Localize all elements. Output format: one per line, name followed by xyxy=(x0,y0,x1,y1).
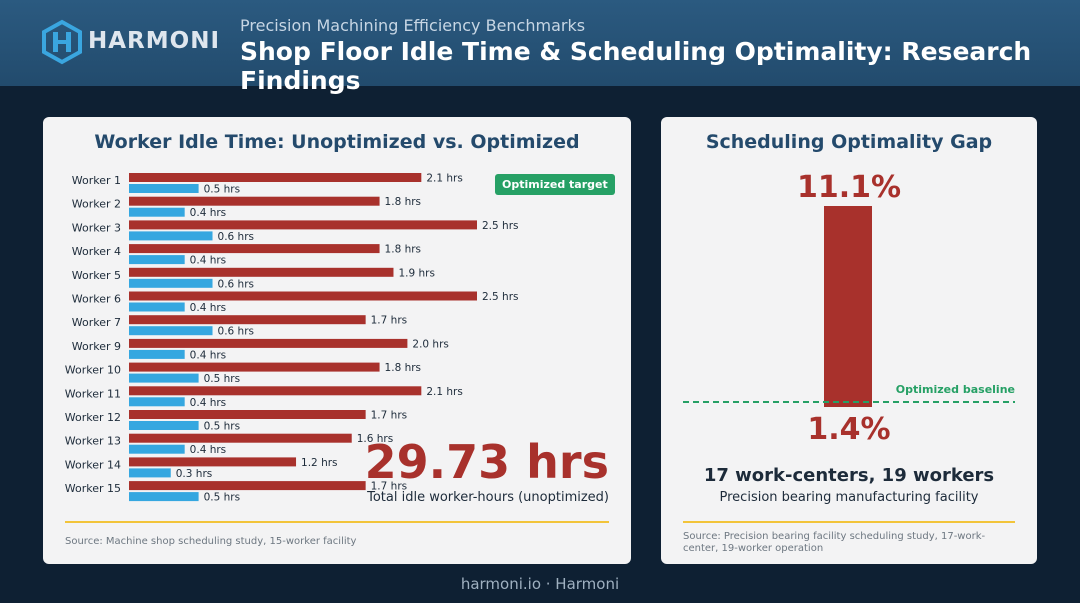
worker-label: Worker 3 xyxy=(72,221,121,234)
optimized-bar xyxy=(129,326,213,336)
idle-time-chart-title: Worker Idle Time: Unoptimized vs. Optimi… xyxy=(94,131,580,153)
unoptimized-value-label: 2.5 hrs xyxy=(482,220,518,232)
accent-rule xyxy=(683,521,1015,523)
optimized-value-label: 0.6 hrs xyxy=(218,231,254,243)
worker-label: Worker 10 xyxy=(65,364,121,377)
idle-time-chart: Worker 1 2.1 hrs 0.5 hrs Worker 2 1.8 hrs 0.4… xyxy=(65,173,519,504)
unoptimized-value-label: 1.7 hrs xyxy=(371,410,407,422)
worker-label: Worker 11 xyxy=(65,387,121,400)
optimized-target-badge: Optimized target xyxy=(495,174,615,195)
unoptimized-value-label: 2.5 hrs xyxy=(482,291,518,303)
optimized-value-label: 0.4 hrs xyxy=(190,255,226,267)
worker-label: Worker 15 xyxy=(65,482,121,495)
accent-rule xyxy=(65,521,609,523)
facility-description: Precision bearing manufacturing facility xyxy=(719,490,979,505)
optimized-bar xyxy=(129,373,199,383)
unoptimized-value-label: 2.1 hrs xyxy=(426,173,462,185)
unoptimized-value-label: 1.9 hrs xyxy=(398,267,434,279)
optimized-bar xyxy=(129,231,213,241)
optimized-bar xyxy=(129,492,199,502)
optimized-bar xyxy=(129,397,185,407)
unoptimized-bar xyxy=(129,220,477,230)
optimized-bar xyxy=(129,349,185,359)
optimized-value-label: 0.4 hrs xyxy=(190,302,226,314)
page-supertitle: Precision Machining Efficiency Benchmark… xyxy=(240,16,586,35)
optimized-bar xyxy=(129,184,199,193)
gap-high-label: 11.1% xyxy=(796,170,902,205)
unoptimized-value-label: 1.8 hrs xyxy=(385,196,421,208)
worker-label: Worker 9 xyxy=(72,340,121,353)
optimized-bar xyxy=(129,302,185,312)
right-source-note: Source: Precision bearing facility sched… xyxy=(683,531,986,554)
unoptimized-value-label: 1.6 hrs xyxy=(357,433,393,445)
unoptimized-value-label: 2.1 hrs xyxy=(426,386,462,398)
optimized-value-label: 0.5 hrs xyxy=(204,184,240,196)
unoptimized-value-label: 1.7 hrs xyxy=(371,481,407,493)
optimized-value-label: 0.4 hrs xyxy=(190,207,226,219)
unoptimized-bar xyxy=(129,481,366,491)
total-idle-caption: Total idle worker-hours (unoptimized) xyxy=(367,490,609,505)
optimized-bar xyxy=(129,278,213,288)
optimality-gap-bar xyxy=(824,206,872,407)
unoptimized-value-label: 2.0 hrs xyxy=(412,338,448,350)
unoptimized-value-label: 1.8 hrs xyxy=(385,362,421,374)
optimality-gap-title: Scheduling Optimality Gap xyxy=(705,131,993,153)
optimized-value-label: 0.4 hrs xyxy=(190,444,226,456)
optimized-value-label: 0.4 hrs xyxy=(190,349,226,361)
unoptimized-bar xyxy=(129,244,380,254)
optimized-value-label: 0.5 hrs xyxy=(204,421,240,433)
unoptimized-bar xyxy=(129,196,380,206)
brand-name: HARMONI xyxy=(88,28,221,54)
worker-label: Worker 7 xyxy=(72,316,121,329)
optimized-bar xyxy=(129,421,199,430)
worker-label: Worker 1 xyxy=(72,174,121,187)
unoptimized-value-label: 1.8 hrs xyxy=(385,244,421,256)
worker-label: Worker 4 xyxy=(72,245,121,258)
worker-label: Worker 5 xyxy=(72,269,121,282)
worker-label: Worker 6 xyxy=(72,293,121,306)
idle-time-card: Worker Idle Time: Unoptimized vs. Optimi… xyxy=(43,117,631,564)
optimized-value-label: 0.5 hrs xyxy=(204,492,240,504)
worker-label: Worker 14 xyxy=(65,458,121,471)
unoptimized-bar xyxy=(129,410,366,419)
header-bar: HARMONI Precision Machining Efficiency B… xyxy=(0,0,1080,95)
optimized-bar xyxy=(129,255,185,265)
optimized-value-label: 0.5 hrs xyxy=(204,373,240,385)
optimized-value-label: 0.6 hrs xyxy=(218,326,254,338)
facility-facts: 17 work-centers, 19 workers xyxy=(703,465,995,486)
optimized-bar xyxy=(129,444,185,454)
harmoni-logo-icon xyxy=(42,19,82,65)
worker-label: Worker 13 xyxy=(65,435,121,448)
unoptimized-bar xyxy=(129,457,297,467)
unoptimized-value-label: 1.7 hrs xyxy=(371,315,407,327)
worker-label: Worker 2 xyxy=(72,198,121,211)
optimality-gap-chart xyxy=(683,206,1015,407)
optimized-value-label: 0.3 hrs xyxy=(176,468,212,480)
unoptimized-bar xyxy=(129,267,394,277)
unoptimized-bar xyxy=(129,315,366,325)
page-title: Shop Floor Idle Time & Scheduling Optima… xyxy=(240,37,1032,95)
total-idle-value: 29.73 hrs xyxy=(364,435,609,489)
baseline-label: Optimized baseline xyxy=(895,383,1015,396)
unoptimized-bar xyxy=(129,291,477,301)
unoptimized-bar xyxy=(129,386,422,396)
unoptimized-bar xyxy=(129,173,422,182)
unoptimized-bar xyxy=(129,362,380,372)
gap-low-label: 1.4% xyxy=(807,412,891,447)
optimized-value-label: 0.4 hrs xyxy=(190,397,226,409)
footer-credit: harmoni.io · Harmoni xyxy=(460,575,620,593)
worker-label: Worker 12 xyxy=(65,411,121,424)
optimized-value-label: 0.6 hrs xyxy=(218,278,254,290)
left-source-note: Source: Machine shop scheduling study, 1… xyxy=(65,536,357,547)
unoptimized-bar xyxy=(129,433,352,443)
optimized-bar xyxy=(129,468,171,478)
unoptimized-value-label: 1.2 hrs xyxy=(301,457,337,469)
unoptimized-bar xyxy=(129,338,408,348)
optimality-gap-card: Scheduling Optimality Gap 11.1% Optimize… xyxy=(661,117,1037,564)
optimized-bar xyxy=(129,207,185,217)
